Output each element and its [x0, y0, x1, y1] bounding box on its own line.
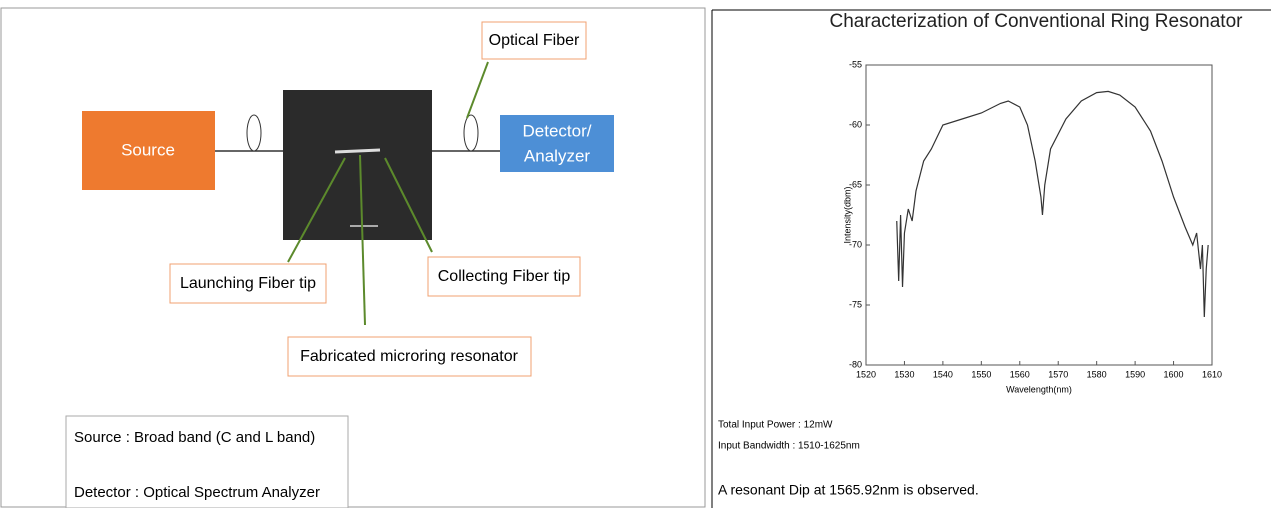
y-tick-label: -75: [849, 299, 862, 309]
y-tick-label: -70: [849, 239, 862, 249]
x-tick-label: 1570: [1048, 369, 1068, 379]
launching-label: Launching Fiber tip: [180, 275, 316, 292]
x-tick-label: 1610: [1202, 369, 1222, 379]
x-tick-label: 1560: [1010, 369, 1030, 379]
detector-label: Detector/: [523, 121, 592, 140]
source-label: Source: [121, 140, 175, 159]
optical-fiber-label: Optical Fiber: [489, 32, 580, 49]
y-tick-label: -60: [849, 119, 862, 129]
x-tick-label: 1530: [894, 369, 914, 379]
page: Source Detector/ Analyzer Optical Fiber …: [0, 0, 1271, 513]
y-tick-label: -55: [849, 59, 862, 69]
note: Input Bandwidth : 1510-1625nm: [718, 441, 860, 452]
info-text: Detector : Optical Spectrum Analyzer: [74, 484, 320, 501]
x-tick-label: 1580: [1087, 369, 1107, 379]
y-axis-label: Intensity(dbm): [842, 186, 852, 243]
plot-area: [866, 65, 1212, 365]
y-tick-label: -80: [849, 359, 862, 369]
y-tick-label: -65: [849, 179, 862, 189]
image-detail: [335, 150, 380, 152]
x-axis-label: Wavelength(nm): [1006, 384, 1072, 394]
x-tick-label: 1600: [1164, 369, 1184, 379]
x-tick-label: 1550: [971, 369, 991, 379]
collecting-label: Collecting Fiber tip: [438, 268, 571, 285]
detector-label: Analyzer: [524, 146, 590, 165]
fiber-loop: [464, 115, 478, 151]
note: Total Input Power : 12mW: [718, 420, 833, 431]
conclusion: A resonant Dip at 1565.92nm is observed.: [718, 482, 979, 498]
x-tick-label: 1520: [856, 369, 876, 379]
microscope-image: [283, 90, 432, 240]
info-text: Source : Broad band (C and L band): [74, 429, 315, 446]
x-tick-label: 1540: [933, 369, 953, 379]
fiber-loop: [247, 115, 261, 151]
chart-title: Characterization of Conventional Ring Re…: [830, 11, 1244, 32]
x-tick-label: 1590: [1125, 369, 1145, 379]
screen: Source Detector/ Analyzer Optical Fiber …: [0, 0, 1271, 508]
resonator-label: Fabricated microring resonator: [300, 348, 519, 365]
